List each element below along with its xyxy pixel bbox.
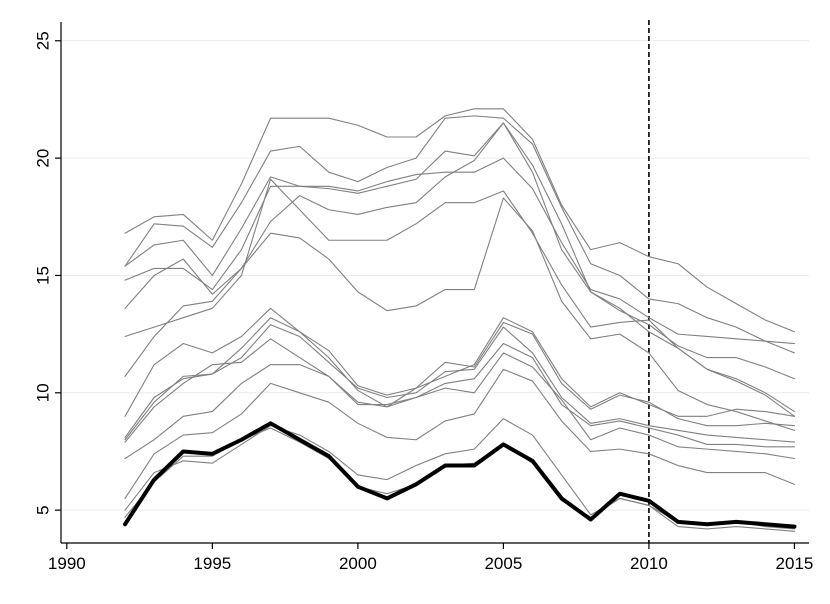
series-line-9 xyxy=(124,317,795,441)
y-tick-label-3: 20 xyxy=(34,149,53,168)
series-line-6 xyxy=(124,178,795,417)
series-line-11 xyxy=(124,338,795,448)
series-line-12 xyxy=(124,352,795,460)
series-line-10 xyxy=(124,324,795,443)
x-tick-label-1: 1995 xyxy=(193,554,231,573)
series-line-13 xyxy=(124,368,795,499)
series-line-3 xyxy=(124,157,795,345)
x-tick-label-0: 1990 xyxy=(48,554,86,573)
series-line-1 xyxy=(124,108,795,333)
series-line-highlighted xyxy=(123,421,797,529)
x-tick-label-2: 2000 xyxy=(339,554,377,573)
series-group xyxy=(123,108,797,532)
ticks: 5 10 15 20 25 1990 1995 2000 2005 2010 2015 xyxy=(34,31,814,573)
gridlines xyxy=(61,40,809,511)
x-tick-label-5: 2015 xyxy=(776,554,814,573)
x-tick-label-3: 2005 xyxy=(484,554,522,573)
series-line-2 xyxy=(124,115,795,354)
series-line-7 xyxy=(124,197,795,431)
series-line-4 xyxy=(124,122,795,380)
axes xyxy=(60,22,809,544)
y-tick-label-1: 10 xyxy=(34,383,53,402)
y-tick-label-2: 15 xyxy=(34,266,53,285)
y-tick-label-4: 25 xyxy=(34,31,53,50)
x-tick-label-4: 2010 xyxy=(630,554,668,573)
y-tick-label-0: 5 xyxy=(34,505,53,514)
